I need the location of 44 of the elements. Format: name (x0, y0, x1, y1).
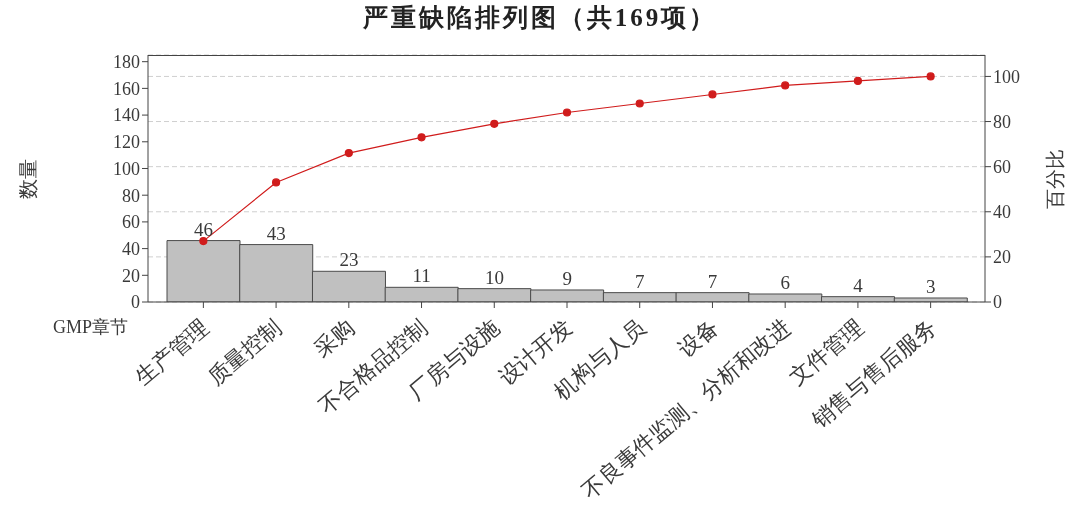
data-label: 9 (562, 267, 572, 289)
y-tick-label: 20 (122, 265, 140, 286)
y-tick-label: 80 (122, 185, 140, 206)
y2-tick-label: 80 (993, 111, 1011, 132)
point (417, 133, 426, 142)
y-tick-label: 40 (122, 238, 140, 259)
y-axis-title: 数量 (17, 158, 39, 199)
y2-tick-label: 0 (993, 292, 1002, 313)
y-tick-label: 180 (113, 52, 140, 73)
y-tick-label: 120 (113, 132, 140, 153)
data-label: 43 (266, 222, 286, 244)
y2-tick-label: 60 (993, 157, 1011, 178)
data-label: 10 (484, 266, 504, 288)
y2-tick-label: 40 (993, 202, 1011, 223)
point (853, 76, 863, 86)
y-tick-label: 160 (113, 78, 140, 99)
y2-axis-title: 百分比 (1044, 148, 1066, 209)
data-label: 6 (780, 271, 791, 293)
point (926, 72, 935, 81)
data-label: 46 (194, 218, 213, 240)
point (562, 108, 572, 117)
data-label: 4 (853, 274, 864, 296)
chart-title: 严重缺陷排列图（共169项） (361, 4, 718, 31)
y2-tick-label: 100 (993, 66, 1020, 87)
y-tick-label: 0 (131, 292, 140, 313)
point (635, 99, 644, 108)
point (344, 149, 353, 158)
data-label: 3 (926, 275, 936, 297)
y-tick-label: 60 (122, 212, 140, 233)
point (199, 237, 208, 246)
point (781, 81, 790, 90)
point (490, 119, 499, 128)
point (271, 178, 281, 187)
x-tick-label: 采购 (309, 314, 359, 363)
data-label: 7 (707, 270, 718, 292)
y-tick-label: 140 (113, 105, 140, 126)
data-label: 23 (339, 249, 359, 271)
y2-tick-label: 20 (993, 247, 1011, 268)
x-axis-title: GMP章节 (52, 317, 128, 337)
data-label: 11 (412, 265, 431, 287)
x-tick-label: 设备 (672, 314, 723, 363)
data-label: 7 (635, 270, 645, 292)
point (708, 90, 717, 99)
y-tick-label: 100 (113, 158, 140, 179)
